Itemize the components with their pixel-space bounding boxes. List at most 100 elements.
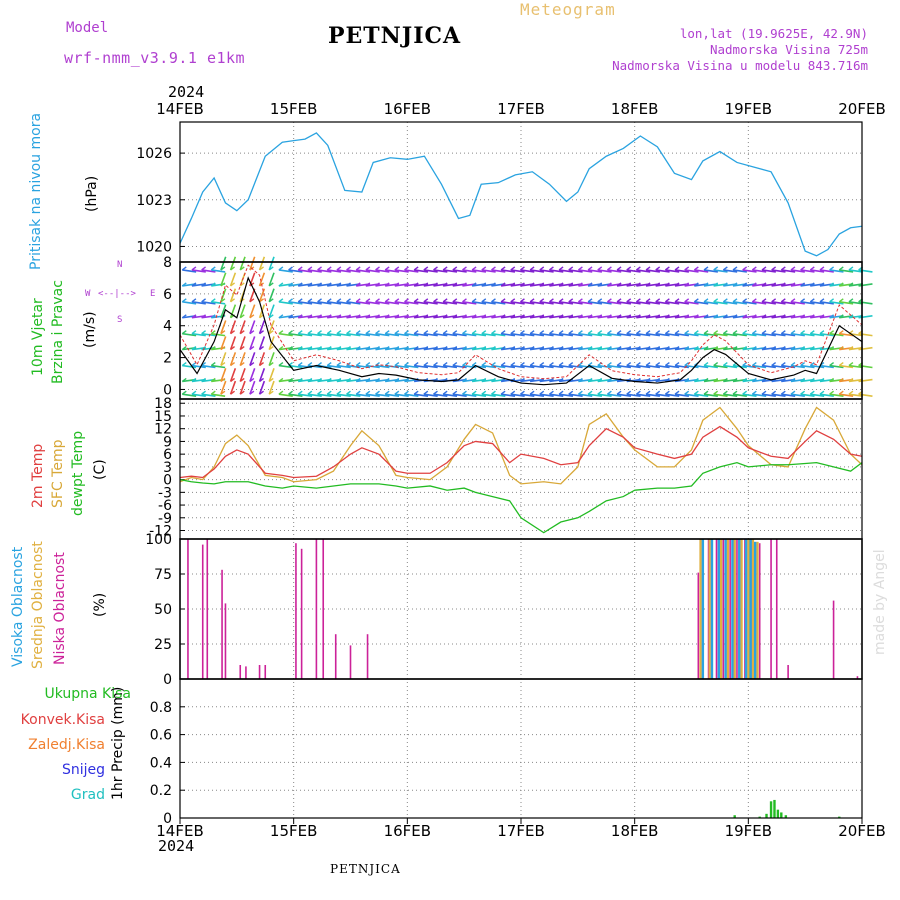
wind-arrow [723,332,738,337]
wind-arrow-barb [587,282,593,287]
wind-arrow [674,301,689,305]
wind-arrow-barb [520,361,525,367]
footer-station: PETNJICA [330,862,401,876]
wind-arrow-barb [375,314,380,319]
wind-arrow-barb [462,282,467,287]
x-tick-label-bottom: 16FEB [384,822,431,840]
wind-arrow [713,301,728,305]
wind-arrow-barb [191,390,197,395]
wind-arrow-barb [220,346,226,351]
wind-arrow-barb [307,282,313,287]
wind-arrow [433,332,448,337]
wind-arrow-barb [848,282,854,287]
wind-arrow-barb [220,390,226,395]
wind-arrow-barb [693,390,699,395]
legend-konvek: Konvek.Kisa [20,712,105,728]
wind-arrow [472,301,487,305]
wind-arrow-barb [249,361,255,367]
precip-ytick-label: 0 [163,811,172,827]
wind-arrow [597,364,612,369]
wind-arrow-barb [413,266,419,271]
wind-arrow-barb [433,298,438,303]
wind-arrow-barb [452,314,458,319]
wind-arrow-barb [742,314,748,319]
wind-arrow [819,364,834,369]
wind-arrow-barb [384,282,390,287]
wind-arrow-barb [433,314,438,319]
wind-arrow [414,301,429,305]
wind-arrow [288,301,303,305]
wind-arrow-barb [336,346,342,351]
cloud-low-bar [322,539,325,679]
wind-arrow-barb [384,314,390,319]
wind-arrow-barb [491,282,496,287]
wind-arrow-barb [336,330,342,335]
wind-arrow [587,332,603,337]
wind-arrow [327,269,342,273]
x-tick-label-bottom: 14FEB [156,822,203,840]
wind-arrow [839,301,854,305]
wind-arrow [327,332,342,337]
wind-arrow [298,393,313,397]
pressure-series [179,132,863,257]
wind-arrow [220,288,227,303]
wind-arrow [385,301,400,305]
wind-arrow [472,332,487,337]
wind-arrow-barb [394,390,400,395]
wind-arrow [674,393,689,397]
wind-arrow [423,269,438,273]
wind-arrow-barb [268,377,274,383]
wind-arrow-barb [375,330,380,335]
wind-arrow-barb [742,282,748,287]
wind-arrow-barb [413,390,419,395]
wind-arrow-barb [462,330,467,335]
wind-arrow-barb [713,298,719,303]
wind-arrow-barb [346,390,351,395]
temp-ytick-label: 9 [163,434,172,450]
wind-arrow [665,364,680,369]
wind-arrow-barb [413,346,419,351]
wind-arrow [298,269,313,273]
wind-arrow-barb [829,298,835,303]
wind-arrow-barb [220,377,226,383]
wind-arrow [258,272,266,287]
wind-arrow [394,393,409,397]
wind-arrow-barb [520,266,525,271]
wind-arrow-barb [703,390,709,395]
wind-arrow [810,393,825,397]
wind-arrow-barb [597,298,603,303]
wind-arrow-barb [500,346,506,351]
wind-arrow-barb [210,282,216,287]
wind-arrow [510,301,525,305]
temp-ytick-label: 18 [154,396,172,412]
wind-arrow-barb [684,390,690,395]
cloud-low-bar [758,543,761,679]
wind-arrow-barb [838,266,844,271]
wind-arrow-barb [317,361,322,367]
wind-arrow-barb [606,298,612,303]
wind-arrow-barb [587,390,593,395]
wind-arrow-barb [800,298,806,303]
wind-arrow-barb [326,282,332,287]
wind-arrow [665,393,680,397]
wind-arrow [404,332,419,337]
wind-arrow-barb [297,314,303,319]
wind-arrow [394,301,409,305]
wind-arrow-barb [732,314,738,319]
wind-arrow [529,332,545,337]
wind-arrow-barb [201,330,207,335]
wind-arrow-barb [375,282,380,287]
wind-arrow-barb [800,282,806,287]
wind-arrow-barb [819,390,825,395]
wind-arrow [500,364,516,369]
wind-arrow-barb [462,361,467,367]
wind-arrow-barb [326,361,332,367]
wind-arrow-barb [510,390,516,395]
wind-arrow [558,332,574,337]
wind-arrow-barb [771,282,777,287]
wind-arrow-barb [442,361,448,367]
wind-arrow-barb [230,377,236,383]
compass-n: N [117,260,123,270]
wind-arrow-barb [259,361,264,367]
wind-arrow-barb [587,346,593,351]
